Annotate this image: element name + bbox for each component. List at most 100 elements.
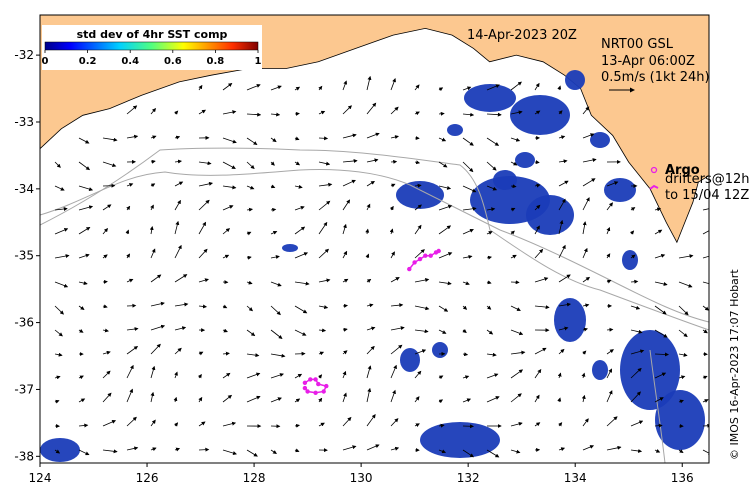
current-arrow — [510, 350, 526, 355]
current-arrow — [342, 350, 348, 355]
current-arrow — [342, 223, 347, 235]
current-arrow — [222, 351, 230, 356]
current-arrow — [126, 183, 134, 187]
current-arrow — [270, 449, 277, 454]
current-arrow — [222, 394, 233, 403]
current-arrow — [486, 255, 492, 260]
current-arrow — [294, 281, 310, 286]
sst-patch — [515, 152, 535, 168]
current-arrow — [294, 86, 301, 91]
current-arrow — [414, 370, 422, 379]
current-arrow — [150, 391, 155, 403]
current-arrow — [270, 112, 281, 117]
current-arrow — [462, 398, 472, 403]
current-arrow — [389, 205, 394, 211]
current-arrow — [294, 448, 300, 453]
current-arrow — [342, 133, 357, 139]
drifter-point — [407, 266, 412, 272]
current-arrow — [438, 329, 447, 334]
current-arrow — [630, 420, 644, 427]
current-arrow — [294, 205, 305, 211]
current-arrow — [582, 197, 590, 211]
current-arrow — [318, 422, 325, 427]
current-arrow — [534, 347, 547, 355]
current-arrow — [582, 178, 596, 187]
current-arrow — [390, 364, 397, 379]
current-arrow — [510, 207, 516, 212]
current-arrow — [78, 328, 84, 333]
current-arrow — [582, 445, 595, 451]
current-arrow — [510, 137, 521, 142]
current-arrow — [102, 328, 109, 333]
current-arrow — [557, 85, 562, 91]
current-arrow — [54, 281, 69, 288]
current-arrow — [678, 375, 686, 380]
current-arrow — [125, 229, 130, 235]
current-arrow — [78, 226, 91, 235]
current-arrow — [366, 414, 376, 427]
current-arrow — [630, 329, 643, 334]
current-arrow — [582, 221, 587, 235]
current-arrow — [486, 396, 500, 403]
current-arrow — [174, 220, 180, 235]
current-arrow — [414, 349, 427, 355]
current-arrow — [366, 365, 372, 379]
drifter-point — [423, 253, 428, 258]
current-arrow — [246, 161, 255, 170]
drifter-point — [436, 248, 441, 254]
current-arrow — [126, 346, 139, 355]
current-arrow — [342, 159, 358, 163]
current-arrow — [366, 75, 372, 91]
current-arrow — [414, 183, 422, 188]
current-arrow — [654, 305, 667, 315]
current-arrow — [534, 422, 541, 427]
current-arrow — [197, 373, 202, 379]
current-arrow — [270, 230, 278, 235]
date-label: 14-Apr-2023 20Z — [467, 28, 577, 43]
current-arrow — [174, 371, 178, 379]
current-arrow — [654, 372, 667, 379]
current-arrow — [438, 87, 444, 92]
current-arrow — [390, 183, 396, 188]
current-arrow — [102, 227, 109, 235]
sst-patch — [400, 348, 420, 372]
y-tick-label: -37 — [14, 382, 34, 396]
current-arrow — [270, 207, 277, 212]
current-arrow — [294, 184, 303, 189]
current-arrow — [414, 423, 420, 427]
current-arrow — [54, 254, 70, 259]
current-arrow — [294, 305, 308, 314]
current-arrow — [54, 449, 61, 454]
current-arrow — [270, 137, 277, 143]
drifter-point — [324, 383, 329, 389]
current-arrow — [198, 421, 206, 427]
current-arrow — [198, 161, 212, 166]
current-arrow — [150, 107, 157, 115]
current-arrow — [198, 248, 208, 259]
drifter-point — [428, 253, 433, 258]
current-arrow — [198, 447, 210, 452]
sst-patch — [40, 438, 80, 462]
current-arrow — [174, 159, 182, 164]
current-arrow — [366, 326, 376, 331]
current-arrow — [246, 231, 252, 236]
current-arrow — [270, 184, 276, 189]
current-arrow — [318, 248, 329, 259]
current-arrow — [606, 368, 612, 379]
current-arrow — [54, 329, 63, 337]
current-arrow — [606, 445, 622, 451]
current-arrow — [414, 204, 422, 211]
current-arrow — [270, 255, 280, 259]
current-arrow — [558, 302, 571, 307]
current-arrow — [54, 228, 69, 235]
current-arrow — [629, 230, 635, 235]
current-arrow — [366, 278, 372, 283]
current-arrow — [222, 421, 237, 427]
current-arrow — [366, 303, 374, 308]
sst-patch — [432, 342, 448, 358]
current-arrow — [510, 305, 521, 311]
current-arrow — [438, 204, 453, 211]
current-arrow — [438, 225, 452, 235]
drifter-point — [305, 389, 310, 394]
current-arrow — [366, 158, 379, 163]
